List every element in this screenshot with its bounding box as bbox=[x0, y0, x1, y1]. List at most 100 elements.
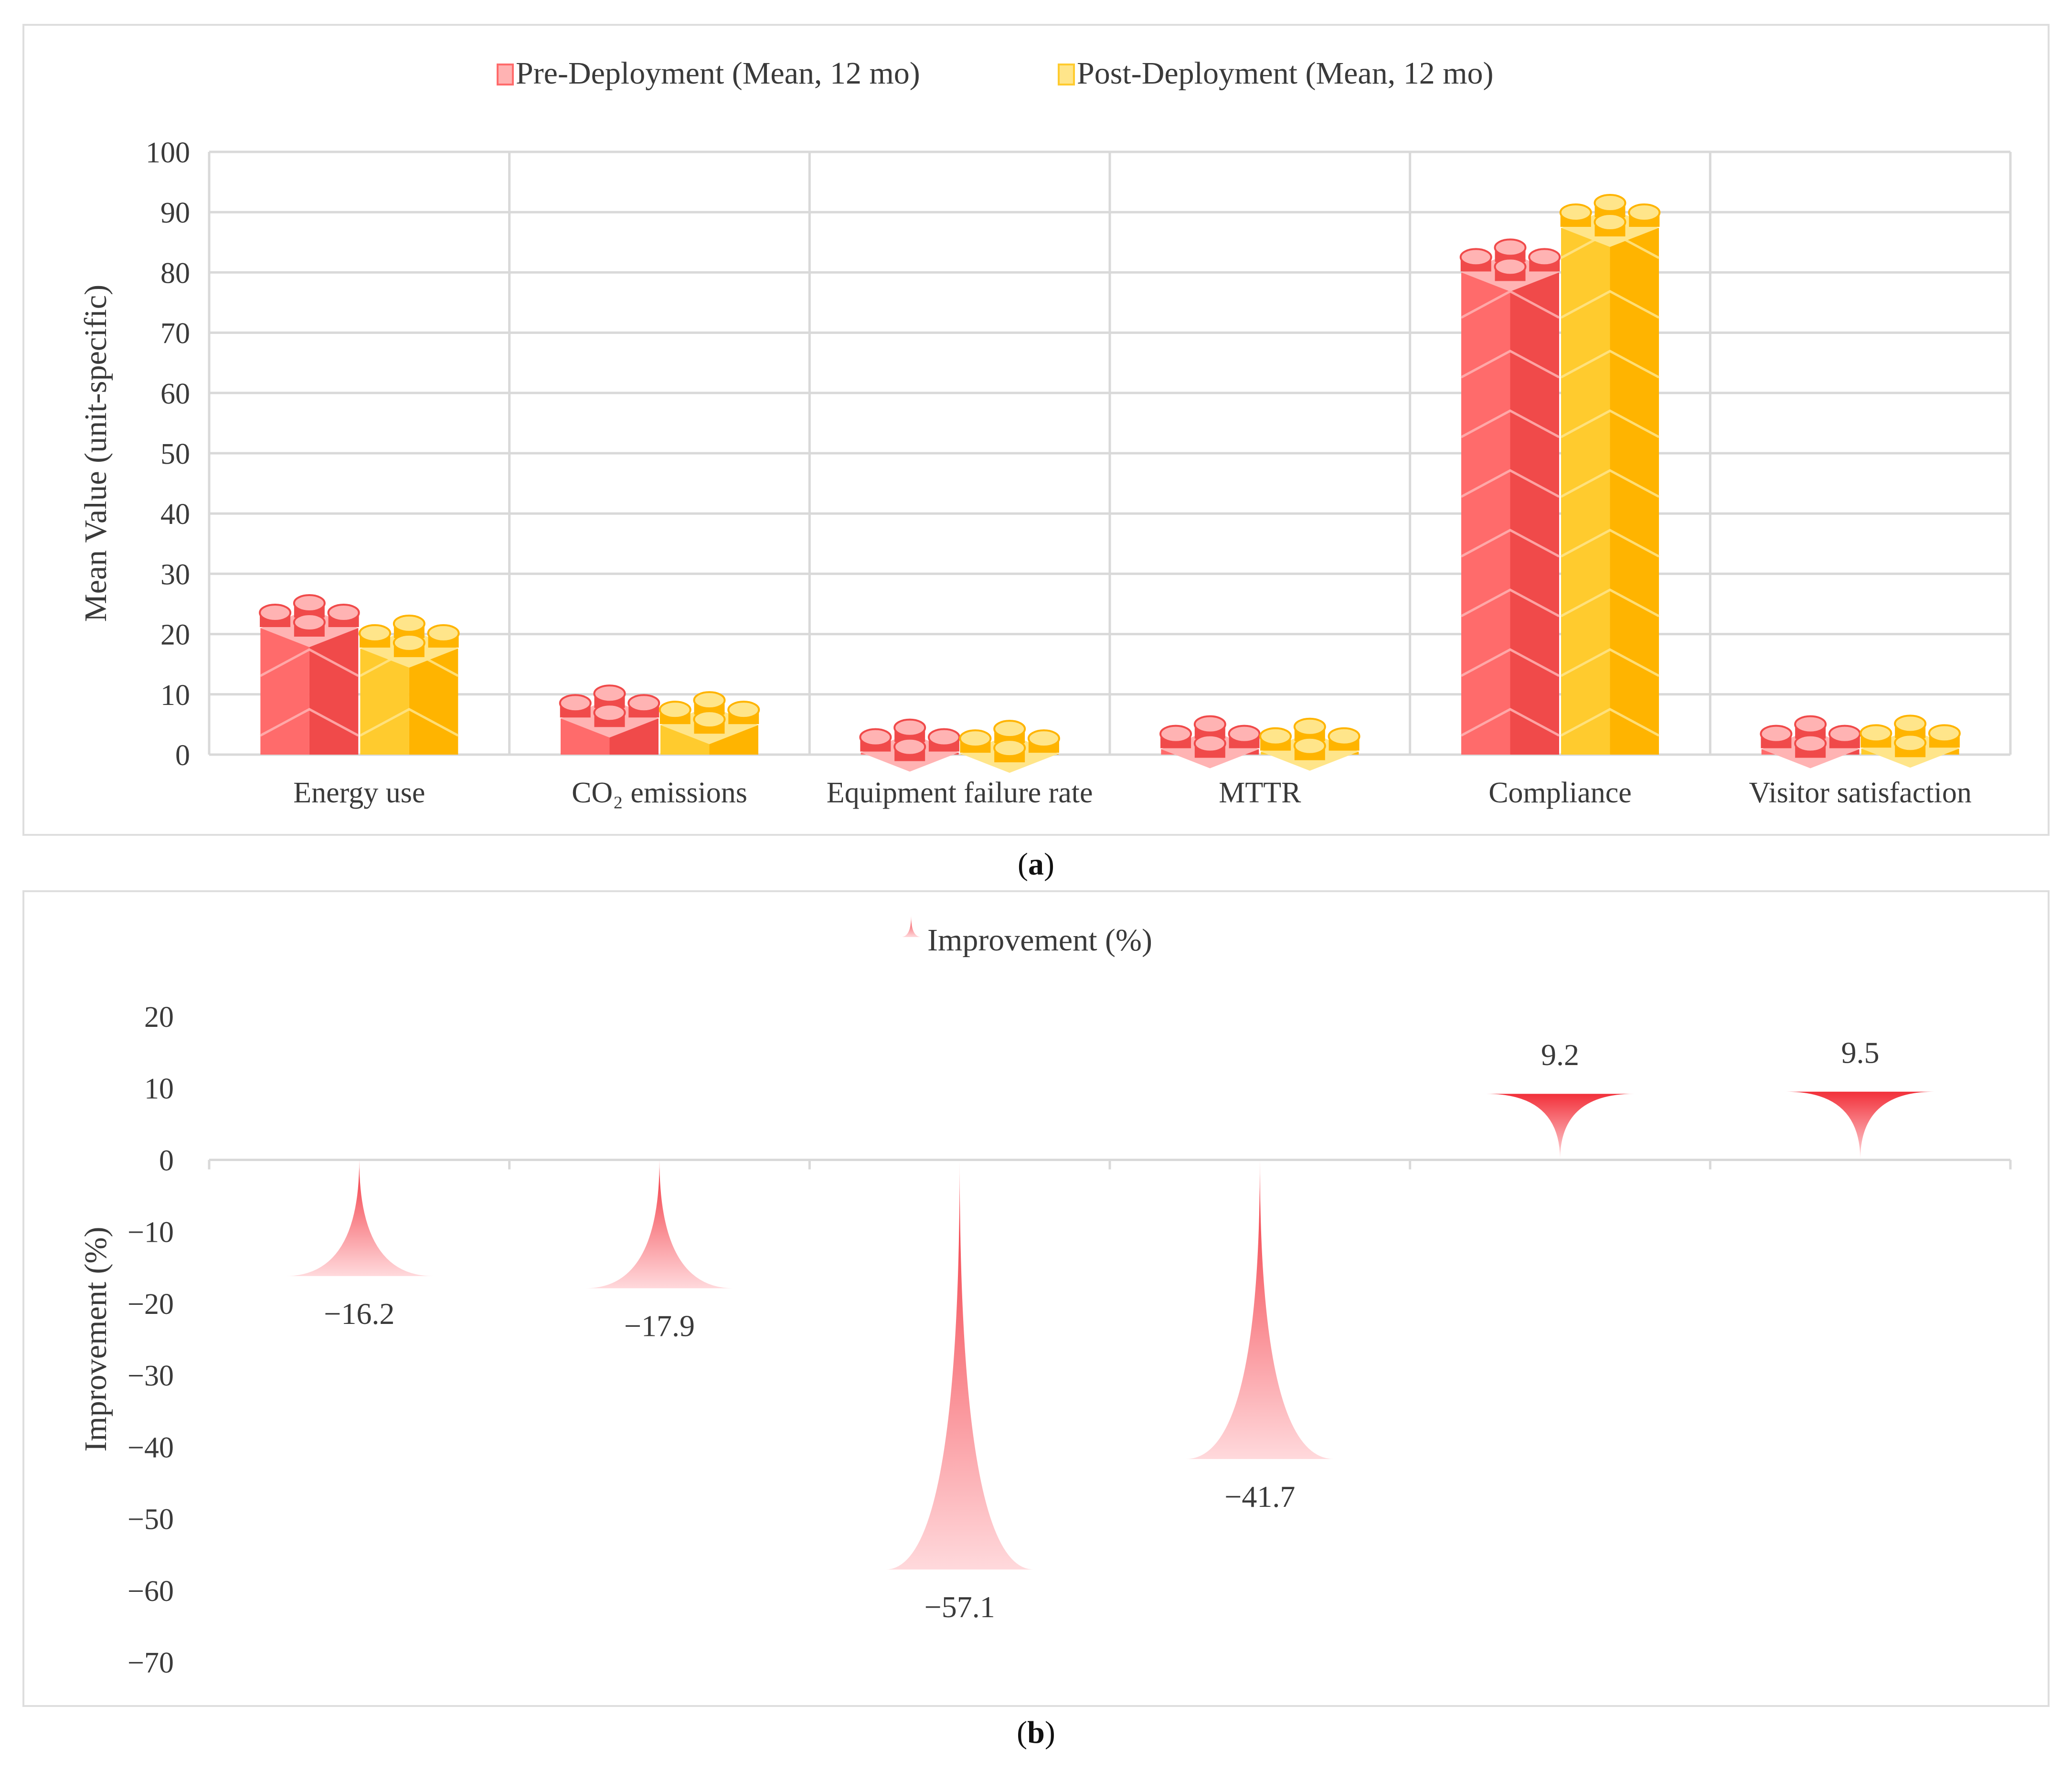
legend-label: Post-Deployment (Mean, 12 mo) bbox=[1077, 56, 1494, 91]
y-tick-label: 70 bbox=[160, 318, 190, 350]
stud-top bbox=[1894, 734, 1927, 752]
bar-stripe bbox=[260, 708, 359, 737]
bar-pre bbox=[1159, 715, 1261, 768]
stud-top bbox=[1928, 724, 1961, 743]
stud-top bbox=[559, 694, 592, 713]
stud-top bbox=[327, 603, 360, 622]
y-tick-label: 50 bbox=[160, 438, 190, 470]
stud-top bbox=[1594, 213, 1626, 232]
y-tick-label: 10 bbox=[160, 679, 190, 712]
y-tick-label: −10 bbox=[128, 1216, 174, 1249]
stud-top bbox=[1193, 715, 1226, 734]
legend-b: Improvement (%) bbox=[902, 916, 1152, 958]
stud-top bbox=[293, 594, 326, 612]
x-tick-label: Energy use bbox=[293, 777, 425, 809]
stud-top bbox=[893, 718, 926, 737]
y-tick-label: −70 bbox=[128, 1647, 174, 1679]
x-tick-label: CO₂ emissions bbox=[572, 777, 747, 809]
stud-top bbox=[693, 691, 726, 710]
bar-post bbox=[959, 720, 1060, 773]
bar-pre bbox=[859, 718, 960, 772]
improvement-spike bbox=[1486, 1094, 1634, 1160]
stud-top bbox=[293, 613, 326, 631]
bar-stripe bbox=[1560, 708, 1660, 737]
stud-top bbox=[1328, 727, 1360, 746]
bar-face-left bbox=[360, 648, 409, 755]
stud-top bbox=[1494, 257, 1527, 276]
bar-post bbox=[1559, 194, 1661, 755]
bar-post bbox=[1259, 717, 1360, 771]
y-tick-label: 30 bbox=[160, 558, 190, 591]
bar-stripe bbox=[1460, 648, 1560, 677]
stud-top bbox=[993, 739, 1026, 757]
y-tick-label: 40 bbox=[160, 498, 190, 531]
y-tick-label: −50 bbox=[128, 1503, 174, 1536]
stud-top bbox=[1159, 725, 1192, 743]
stud-top bbox=[727, 701, 760, 719]
bar-stripe bbox=[1560, 469, 1660, 498]
data-label: −17.9 bbox=[624, 1309, 695, 1343]
bar-face-right bbox=[1510, 272, 1559, 755]
stud-top bbox=[393, 633, 425, 652]
y-tick-label: 60 bbox=[160, 378, 190, 410]
y-axis-label: Improvement (%) bbox=[78, 1227, 113, 1452]
bar-face-left bbox=[1461, 272, 1510, 755]
stud-top bbox=[1894, 714, 1927, 733]
bar-stripe bbox=[360, 708, 459, 737]
legend-label: Pre-Deployment (Mean, 12 mo) bbox=[516, 56, 920, 91]
stud-top bbox=[1293, 736, 1326, 755]
improvement-spike bbox=[285, 1160, 434, 1276]
stud-top bbox=[1027, 729, 1060, 748]
data-label: −57.1 bbox=[924, 1590, 995, 1624]
stud-top bbox=[1293, 717, 1326, 736]
bar-face-right bbox=[1610, 228, 1659, 755]
legend-label: Improvement (%) bbox=[927, 923, 1152, 958]
y-tick-label: 20 bbox=[160, 619, 190, 651]
x-tick-label: Equipment failure rate bbox=[827, 777, 1093, 809]
bar-stripe bbox=[1560, 350, 1660, 379]
stud-top bbox=[1259, 727, 1292, 746]
stud-top bbox=[1828, 725, 1861, 743]
y-tick-label: 100 bbox=[146, 137, 190, 169]
stud-top bbox=[1794, 715, 1827, 734]
legend-a: Pre-Deployment (Mean, 12 mo) Post-Deploym… bbox=[497, 56, 1494, 91]
bar-pre bbox=[1760, 715, 1861, 768]
data-label: 9.5 bbox=[1841, 1036, 1880, 1070]
bar-stripe bbox=[1460, 708, 1560, 737]
improvement-spike bbox=[585, 1160, 733, 1289]
x-tick-label: MTTR bbox=[1219, 777, 1301, 809]
stud-top bbox=[1193, 734, 1226, 753]
stud-top bbox=[393, 614, 425, 633]
stud-top bbox=[1494, 238, 1527, 257]
caption-b: (b) bbox=[1017, 1715, 1055, 1750]
caption-a: (a) bbox=[1018, 847, 1054, 882]
stud-top bbox=[927, 728, 960, 746]
x-tick-label: Visitor satisfaction bbox=[1749, 777, 1971, 809]
y-tick-label: 80 bbox=[160, 257, 190, 289]
stud-top bbox=[959, 729, 992, 748]
bar-post bbox=[1859, 714, 1961, 768]
bar-stripe bbox=[1460, 529, 1560, 558]
y-tick-label: −40 bbox=[128, 1431, 174, 1464]
improvement-spike bbox=[1186, 1160, 1334, 1459]
bar-stripe bbox=[260, 648, 359, 677]
y-tick-label: −20 bbox=[128, 1288, 174, 1321]
improvement-spike bbox=[1786, 1091, 1934, 1160]
bar-stripe bbox=[1460, 350, 1560, 379]
bar-stripe bbox=[1560, 409, 1660, 438]
panel-b-frame bbox=[22, 890, 2050, 1707]
stud-top bbox=[1859, 724, 1892, 743]
stud-top bbox=[1459, 248, 1492, 267]
bar-stripe bbox=[1460, 588, 1560, 618]
stud-top bbox=[1628, 203, 1661, 222]
legend-swatch bbox=[497, 64, 514, 85]
x-tick-label: Compliance bbox=[1488, 777, 1632, 809]
stud-top bbox=[593, 684, 626, 703]
stud-top bbox=[359, 624, 392, 642]
bar-pre bbox=[559, 684, 660, 755]
y-tick-label: 10 bbox=[144, 1073, 174, 1105]
improvement-spike bbox=[885, 1160, 1034, 1570]
bar-stripe bbox=[1460, 469, 1560, 498]
stud-top bbox=[693, 710, 726, 729]
